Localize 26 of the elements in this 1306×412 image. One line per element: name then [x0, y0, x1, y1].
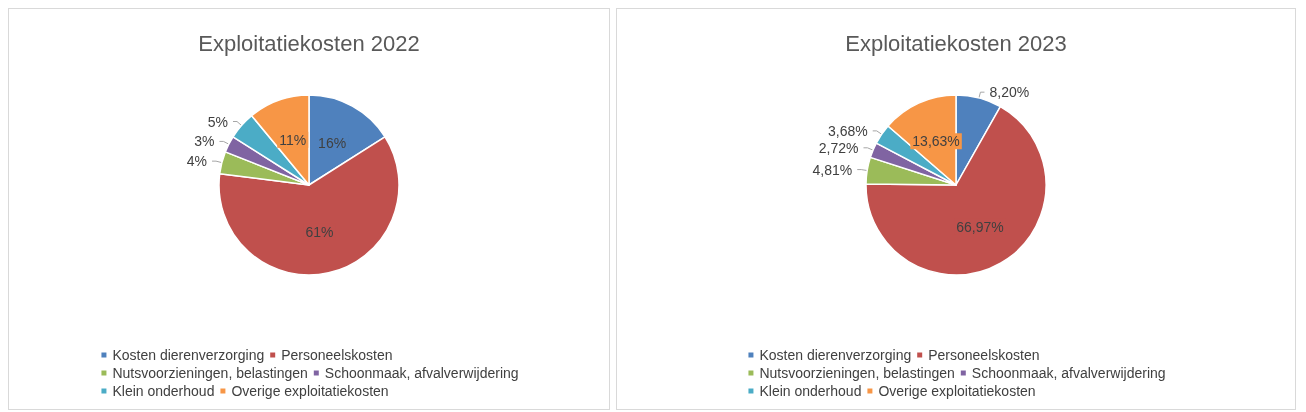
data-label: 13,63%: [912, 133, 960, 150]
data-label: 66,97%: [956, 218, 1004, 235]
data-label: 3,68%: [828, 122, 868, 139]
legend-label: Kosten dierenverzorging: [759, 347, 912, 363]
data-label: 3%: [194, 133, 215, 150]
legend-label: Nutsvoorzieningen, belastingen: [112, 365, 308, 381]
data-label: 8,20%: [989, 84, 1030, 101]
legend-label: Kosten dierenverzorging: [112, 347, 265, 363]
legend-label: Personeelskosten: [281, 347, 393, 363]
legend-label: Schoonmaak, afvalverwijdering: [971, 365, 1166, 381]
legend-label: Nutsvoorzieningen, belastingen: [759, 365, 955, 381]
legend-label: Overige exploitatiekosten: [231, 383, 389, 399]
legend-label: Personeelskosten: [928, 347, 1040, 363]
chart-title: Exploitatiekosten 2022: [198, 30, 420, 56]
data-label: 11%: [279, 131, 307, 148]
data-label: 2,72%: [818, 139, 859, 156]
chart-title: Exploitatiekosten 2023: [845, 30, 1067, 56]
legend-label: Klein onderhoud: [112, 383, 215, 399]
legend-label: Overige exploitatiekosten: [878, 383, 1036, 399]
data-label: 16%: [318, 134, 347, 151]
data-label: 4%: [186, 153, 208, 170]
data-label: 5%: [207, 113, 228, 130]
legend-label: Klein onderhoud: [759, 383, 862, 399]
data-label: 4,81%: [812, 161, 853, 178]
legend-label: Schoonmaak, afvalverwijdering: [324, 365, 519, 381]
data-label: 61%: [305, 223, 334, 240]
